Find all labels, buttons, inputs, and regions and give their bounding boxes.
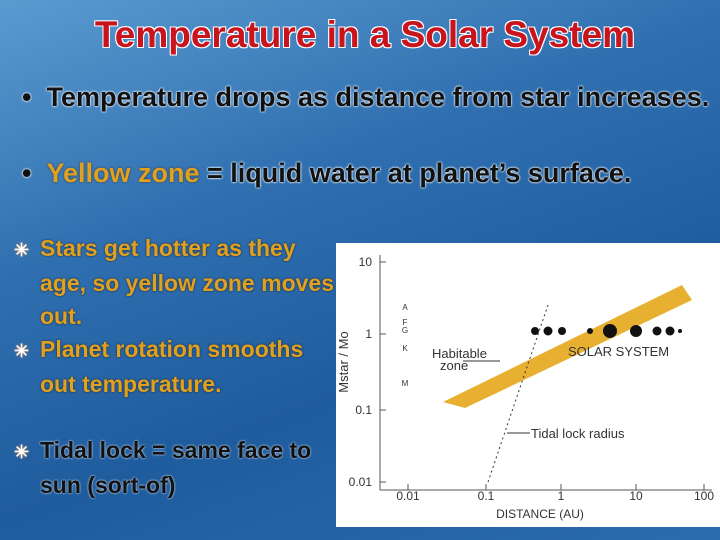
slide-title: Temperature in a Solar System (94, 14, 636, 55)
planets (531, 324, 682, 338)
tidal-lock-label: Tidal lock radius (531, 426, 625, 441)
sub-bullet: ✳ Stars get hotter as they age, so yellow… (14, 232, 340, 333)
habitable-label: zone (440, 358, 468, 373)
planet (652, 326, 662, 336)
star-icon: ✳ (14, 240, 30, 260)
y-tick-label: 0.01 (349, 475, 373, 489)
sub-bullet-text: Tidal lock = same face to sun (sort-of) (40, 437, 312, 498)
bullet-text: = liquid water at planet’s surface. (199, 158, 632, 188)
figure-background (336, 243, 720, 527)
x-tick-label: 1 (558, 489, 565, 503)
planet (543, 326, 553, 336)
spectral-label: A (402, 303, 408, 312)
solar-system-label: SOLAR SYSTEM (568, 344, 669, 359)
planet (587, 328, 593, 334)
bullet: • Yellow zone = liquid water at planet’s… (22, 158, 632, 188)
y-tick-label: 0.1 (355, 403, 372, 417)
x-tick-label: 0.1 (478, 489, 495, 503)
spectral-label: K (402, 344, 408, 353)
sub-bullet-text: Planet rotation smooths out temperature. (40, 336, 304, 397)
y-tick-label: 1 (365, 327, 372, 341)
planet (558, 327, 566, 335)
planet (665, 326, 675, 336)
y-axis-label: Mstar / Mo (336, 331, 351, 392)
habitable-label: Habitable (432, 346, 487, 361)
highlight-text: Yellow zone (46, 158, 200, 188)
bullet-text: Temperature drops as distance from star … (46, 82, 710, 112)
spectral-label: F (403, 318, 408, 327)
star-icon: ✳ (14, 341, 30, 361)
planet (630, 325, 642, 337)
x-tick-label: 10 (629, 489, 643, 503)
bullet: • Temperature drops as distance from sta… (22, 82, 710, 112)
planet (531, 327, 539, 335)
x-axis-label: DISTANCE (AU) (496, 507, 584, 521)
sub-bullet-text: Stars get hotter as they age, so yellow … (40, 235, 334, 329)
planet (603, 324, 617, 338)
spectral-label: G (402, 326, 408, 335)
sub-bullet: ✳ Tidal lock = same face to sun (sort-of) (14, 434, 340, 502)
planet (678, 329, 682, 333)
spectral-label: M (402, 379, 409, 388)
star-icon: ✳ (14, 442, 30, 462)
x-tick-label: 100 (694, 489, 714, 503)
habitable-band (443, 285, 692, 408)
y-tick-label: 10 (359, 255, 373, 269)
x-tick-label: 0.01 (396, 489, 420, 503)
sub-bullet: ✳ Planet rotation smooths out temperature… (14, 333, 340, 401)
tidal-lock-line (487, 304, 549, 483)
